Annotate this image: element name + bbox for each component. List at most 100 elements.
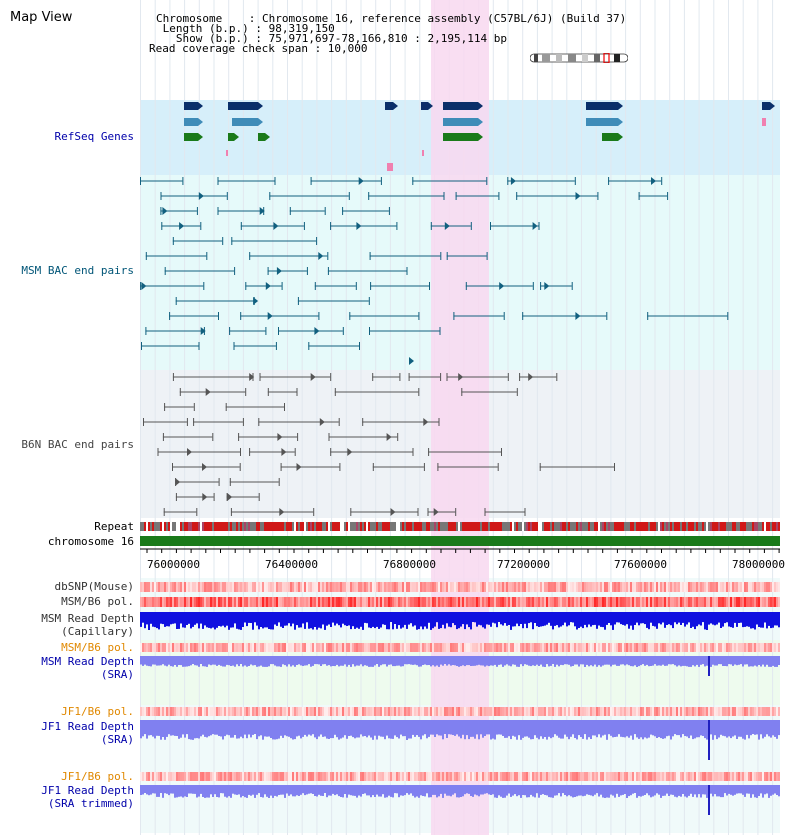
polymorphism-cell xyxy=(200,597,202,607)
polymorphism-cell xyxy=(692,597,694,607)
polymorphism-cell xyxy=(144,772,146,781)
read-depth-bar xyxy=(444,785,446,794)
repeat-segment xyxy=(474,522,476,531)
b6n-bac-label[interactable]: B6N BAC end pairs xyxy=(21,438,134,451)
polymorphism-cell xyxy=(294,582,296,592)
read-depth-bar xyxy=(678,612,680,623)
polymorphism-cell xyxy=(762,597,764,607)
read-depth-bar xyxy=(230,612,232,628)
polymorphism-cell xyxy=(756,597,758,607)
polymorphism-cell xyxy=(502,772,504,781)
polymorphism-cell xyxy=(388,643,390,652)
read-depth-bar xyxy=(334,656,336,667)
msm-bac-pair-arrow xyxy=(575,312,581,320)
read-depth-bar xyxy=(546,656,548,665)
show-range-info: Show (b.p.) : 75,971,697-78,166,810 : 2,… xyxy=(156,32,507,45)
read-depth-bar xyxy=(536,785,538,794)
repeat-segment xyxy=(198,522,200,531)
polymorphism-cell xyxy=(552,772,554,781)
polymorphism-cell xyxy=(196,582,198,592)
jf1-read-depth-trimmed-label-1[interactable]: JF1 Read Depth xyxy=(41,784,134,797)
chromosome-ideogram[interactable] xyxy=(530,53,628,63)
msm-bac-pair-end xyxy=(308,342,310,350)
gene-feature xyxy=(586,102,618,110)
read-depth-bar xyxy=(696,720,698,738)
polymorphism-cell xyxy=(710,643,712,652)
polymorphism-cell xyxy=(590,643,592,652)
jf1-b6-pol-trim-label[interactable]: JF1/B6 pol. xyxy=(61,770,134,783)
polymorphism-cell xyxy=(426,597,428,607)
read-depth-bar xyxy=(294,656,296,667)
msm-bac-label[interactable]: MSM BAC end pairs xyxy=(21,264,134,277)
polymorphism-cell xyxy=(568,597,570,607)
polymorphism-cell xyxy=(638,772,640,781)
read-depth-bar xyxy=(630,656,632,667)
polymorphism-cell xyxy=(300,772,302,781)
read-depth-bar xyxy=(156,785,158,797)
polymorphism-cell xyxy=(210,643,212,652)
repeat-segment xyxy=(310,522,312,531)
polymorphism-cell xyxy=(326,582,328,592)
repeat-segment xyxy=(714,522,716,531)
repeat-segment xyxy=(434,522,436,531)
msm-read-depth-capillary-label-1[interactable]: MSM Read Depth xyxy=(41,612,134,625)
read-depth-bar xyxy=(340,785,342,797)
read-depth-bar xyxy=(168,612,170,627)
polymorphism-cell xyxy=(160,582,162,592)
polymorphism-cell xyxy=(260,582,262,592)
read-depth-bar xyxy=(668,785,670,796)
polymorphism-cell xyxy=(516,643,518,652)
read-depth-bar xyxy=(706,612,708,630)
polymorphism-cell xyxy=(296,582,298,592)
grid-line xyxy=(683,0,685,835)
polymorphism-cell xyxy=(568,772,570,781)
polymorphism-cell xyxy=(740,582,742,592)
repeat-segment xyxy=(208,522,210,531)
gene-feature xyxy=(422,150,424,156)
polymorphism-cell xyxy=(562,597,564,607)
msm-bac-pair-end xyxy=(240,312,242,320)
read-depth-bar xyxy=(266,720,268,737)
read-depth-bar xyxy=(772,612,774,628)
chromosome-label[interactable]: chromosome 16 xyxy=(47,535,134,548)
polymorphism-cell xyxy=(504,707,506,716)
read-depth-bar xyxy=(540,720,542,737)
jf1-read-depth-label-1[interactable]: JF1 Read Depth xyxy=(41,720,134,733)
read-depth-bar xyxy=(350,656,352,667)
read-depth-bar xyxy=(270,720,272,738)
gene-feature xyxy=(443,133,478,141)
repeat-segment xyxy=(356,522,358,531)
read-depth-bar xyxy=(542,720,544,739)
jf1-b6-pol-label[interactable]: JF1/B6 pol. xyxy=(61,705,134,718)
msm-b6-pol-label[interactable]: MSM/B6 pol. xyxy=(61,595,134,608)
polymorphism-cell xyxy=(390,707,392,716)
polymorphism-cell xyxy=(612,643,614,652)
read-depth-bar xyxy=(374,720,376,736)
polymorphism-cell xyxy=(550,597,552,607)
polymorphism-cell xyxy=(758,772,760,781)
polymorphism-cell xyxy=(736,582,738,592)
msm-b6-pol-sra-label[interactable]: MSM/B6 pol. xyxy=(61,641,134,654)
polymorphism-cell xyxy=(592,582,594,592)
read-depth-bar xyxy=(670,785,672,795)
polymorphism-cell xyxy=(384,597,386,607)
read-depth-bar xyxy=(216,785,218,797)
polymorphism-cell xyxy=(294,597,296,607)
repeat-label[interactable]: Repeat xyxy=(94,520,134,533)
polymorphism-cell xyxy=(286,643,288,652)
msm-read-depth-sra-label-1[interactable]: MSM Read Depth xyxy=(41,655,134,668)
dbsnp-label[interactable]: dbSNP(Mouse) xyxy=(54,580,134,593)
repeat-segment xyxy=(230,522,232,531)
polymorphism-cell xyxy=(312,707,314,716)
polymorphism-cell xyxy=(692,582,694,592)
polymorphism-cell xyxy=(580,707,582,716)
polymorphism-cell xyxy=(628,707,630,716)
polymorphism-cell xyxy=(414,707,416,716)
refseq-genes-label[interactable]: RefSeq Genes xyxy=(54,130,134,143)
b6n-bac-pair-end xyxy=(539,463,541,471)
read-depth-bar xyxy=(196,612,198,624)
polymorphism-cell xyxy=(424,582,426,592)
polymorphism-cell xyxy=(316,597,318,607)
repeat-segment xyxy=(382,522,384,531)
